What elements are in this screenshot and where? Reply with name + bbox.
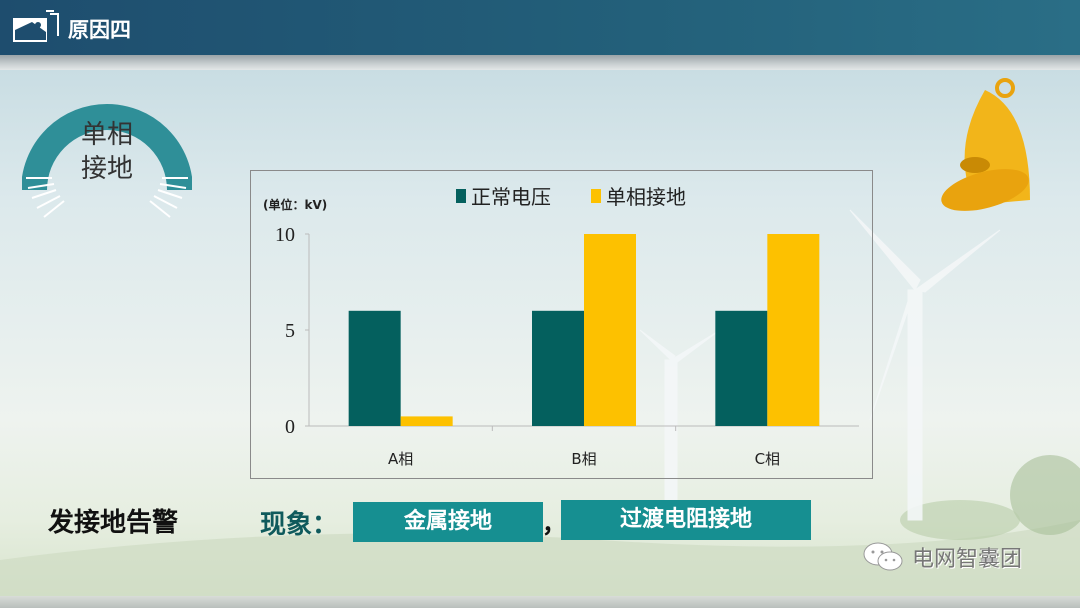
bar-grounding-1 xyxy=(584,234,636,426)
bar-normal-0 xyxy=(348,310,401,426)
phenomenon-label: 现象： xyxy=(260,510,339,540)
x-tick-label: A相 xyxy=(388,450,413,468)
alarm-text: 发接地告警 xyxy=(48,508,179,538)
y-tick-label: 0 xyxy=(285,416,295,438)
bar-chart: (单位：kV) 0 5 10 A相 B相 C相 正常电压 单相接地 xyxy=(250,170,873,479)
tag-metal-grounding: 金属接地 xyxy=(353,502,543,542)
legend-swatch xyxy=(456,189,466,203)
bar-normal-1 xyxy=(532,310,584,426)
bar-grounding-0 xyxy=(400,416,453,426)
footer-band xyxy=(0,596,1080,608)
header-divider xyxy=(0,55,1080,70)
bar-grounding-2 xyxy=(767,234,820,426)
bell-icon xyxy=(941,78,1030,211)
tag-transition-resistance-grounding: 过渡电阻接地 xyxy=(561,500,811,540)
y-tick-label: 10 xyxy=(275,224,295,246)
bar-normal-2 xyxy=(715,310,768,426)
unit-label: (单位：kV) xyxy=(263,197,327,212)
topic-badge: 单相 接地 xyxy=(62,118,152,186)
x-tick-label: C相 xyxy=(755,450,780,468)
badge-line2: 接地 xyxy=(80,154,133,184)
picture-icon xyxy=(13,10,59,42)
badge-line1: 单相 xyxy=(80,120,133,150)
legend-label: 单相接地 xyxy=(606,185,686,209)
watermark: 电网智囊团 xyxy=(862,540,1022,574)
x-tick-label: B相 xyxy=(571,450,596,468)
chart-svg: (单位：kV) 0 5 10 A相 B相 C相 正常电压 单相接地 xyxy=(263,185,859,468)
wechat-icon xyxy=(863,542,903,571)
y-tick-label: 5 xyxy=(285,320,295,342)
wind-turbine-icon xyxy=(639,209,1001,521)
gauge-ring-icon xyxy=(22,104,192,218)
page-title: 原因四 xyxy=(68,18,131,42)
watermark-text: 电网智囊团 xyxy=(912,547,1023,572)
header-bar: 原因四 xyxy=(0,0,1080,55)
legend-swatch xyxy=(591,189,601,203)
legend-label: 正常电压 xyxy=(471,185,551,209)
